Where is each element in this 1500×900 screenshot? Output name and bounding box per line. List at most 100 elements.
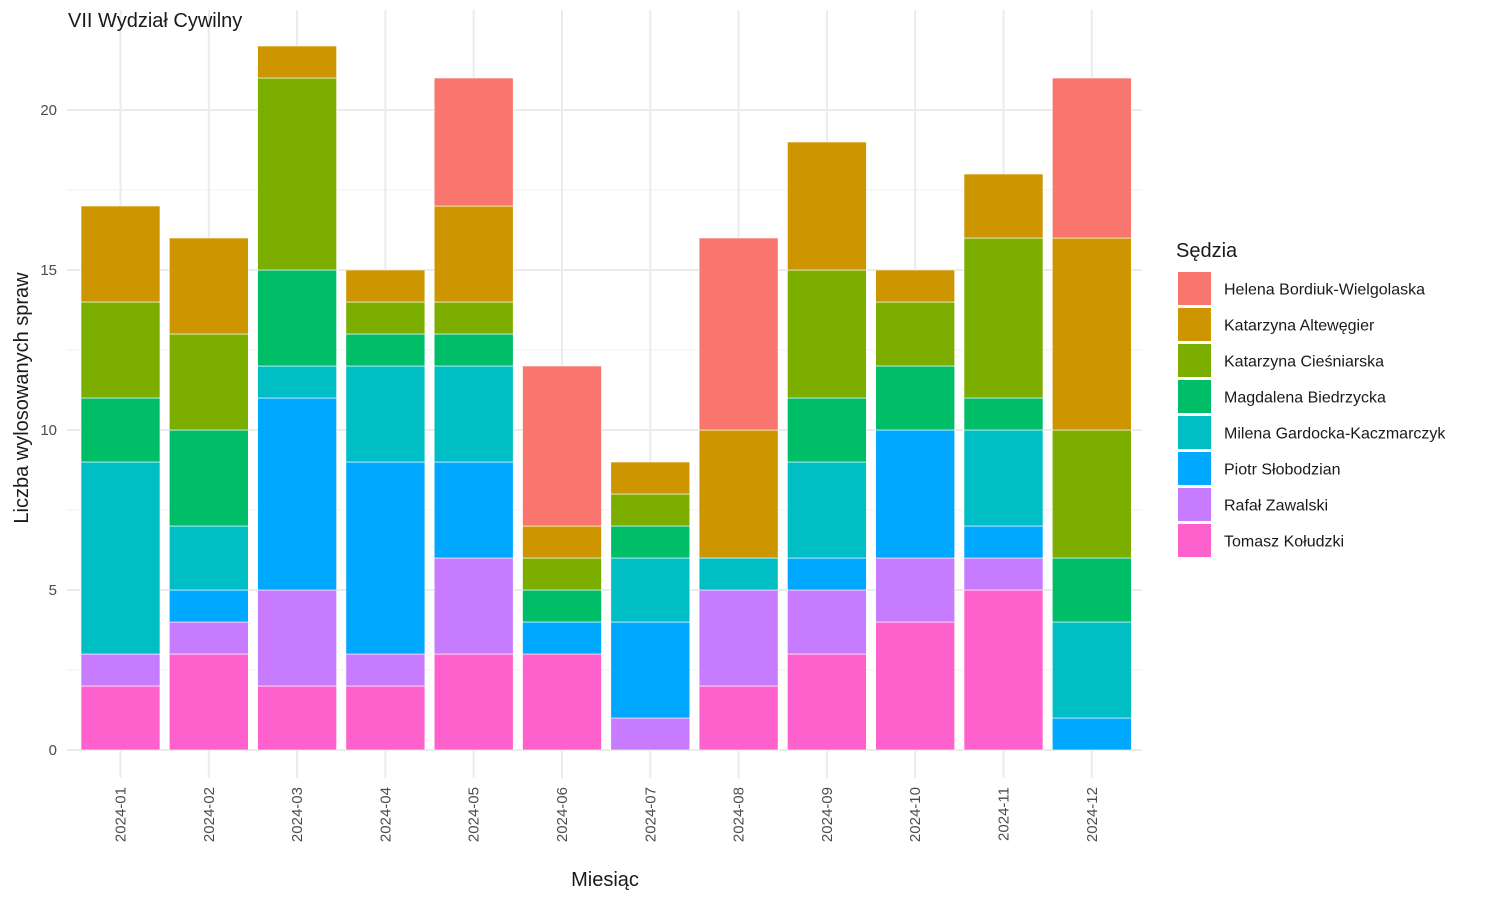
bar-segment bbox=[787, 557, 867, 591]
legend-label: Helena Bordiuk-Wielgolaska bbox=[1224, 282, 1425, 299]
bar-segment bbox=[80, 653, 161, 687]
bar-segment bbox=[698, 429, 779, 559]
bar-segment bbox=[257, 589, 337, 687]
x-tick-label: 2024-04 bbox=[377, 787, 394, 842]
bar-segment bbox=[433, 365, 514, 463]
bar-segment bbox=[610, 461, 691, 495]
bar-segment bbox=[875, 301, 956, 367]
bar-segment bbox=[963, 557, 1044, 591]
bar-segment bbox=[610, 621, 691, 719]
y-tick-label: 15 bbox=[40, 262, 57, 279]
bar-segment bbox=[963, 429, 1044, 527]
bar-segment bbox=[698, 237, 779, 431]
bar-segment bbox=[1052, 557, 1132, 623]
bar-segment bbox=[257, 45, 337, 79]
bar-segment bbox=[169, 589, 249, 623]
y-tick-label: 5 bbox=[49, 582, 57, 599]
bar-segment bbox=[787, 269, 867, 399]
bar-segment bbox=[787, 589, 867, 655]
bar-segment bbox=[169, 653, 249, 751]
x-tick-label: 2024-05 bbox=[466, 787, 483, 842]
bar-segment bbox=[522, 365, 602, 527]
x-tick-label: 2024-03 bbox=[289, 787, 306, 842]
bar-segment bbox=[1052, 77, 1132, 239]
bar-segment bbox=[963, 589, 1044, 751]
bar-segment bbox=[963, 237, 1044, 399]
bar-segment bbox=[257, 269, 337, 367]
x-tick-label: 2024-06 bbox=[554, 787, 571, 842]
bar-segment bbox=[522, 525, 602, 559]
x-tick-label: 2024-11 bbox=[996, 787, 1013, 841]
x-tick-label: 2024-07 bbox=[642, 787, 659, 842]
bar-segment bbox=[345, 685, 426, 751]
bar-segment bbox=[610, 525, 691, 559]
bar-segment bbox=[433, 461, 514, 559]
legend-label: Katarzyna Altewęgier bbox=[1224, 318, 1375, 335]
legend-label: Katarzyna Cieśniarska bbox=[1224, 354, 1384, 371]
y-tick-label: 10 bbox=[40, 422, 57, 439]
bar-segment bbox=[433, 205, 514, 303]
bar-segment bbox=[875, 365, 956, 431]
bar-segment bbox=[345, 269, 426, 303]
bar-segment bbox=[610, 717, 691, 751]
bar-segment bbox=[522, 557, 602, 591]
bar-segment bbox=[875, 269, 956, 303]
bar-segment bbox=[875, 557, 956, 623]
legend-label: Piotr Słobodzian bbox=[1224, 462, 1341, 479]
bar-segment bbox=[963, 397, 1044, 431]
x-axis-title: Miesiąc bbox=[571, 869, 639, 891]
x-tick-label: 2024-01 bbox=[113, 787, 130, 842]
bar-segment bbox=[169, 237, 249, 335]
bar-segment bbox=[169, 333, 249, 431]
bar-segment bbox=[433, 301, 514, 335]
y-axis-title: Liczba wylosowanych spraw bbox=[11, 272, 33, 524]
bar-segment bbox=[169, 429, 249, 527]
bar-segment bbox=[80, 301, 161, 399]
legend-key bbox=[1178, 380, 1211, 413]
bar-segment bbox=[1052, 717, 1132, 751]
bar-segment bbox=[698, 685, 779, 751]
bar-segment bbox=[698, 557, 779, 591]
bar-segment bbox=[257, 77, 337, 271]
x-tick-label: 2024-10 bbox=[907, 787, 924, 842]
bar-segment bbox=[522, 621, 602, 655]
bar-segment bbox=[433, 653, 514, 751]
x-tick-label: 2024-02 bbox=[201, 787, 218, 842]
bar-segment bbox=[345, 461, 426, 655]
legend-key bbox=[1178, 524, 1211, 557]
bar-segment bbox=[787, 141, 867, 271]
legend-label: Rafał Zawalski bbox=[1224, 498, 1328, 515]
bar-segment bbox=[169, 525, 249, 591]
bar-segment bbox=[1052, 237, 1132, 431]
bar-segment bbox=[80, 685, 161, 751]
bar-segment bbox=[345, 653, 426, 687]
legend-key bbox=[1178, 416, 1211, 449]
bar-segment bbox=[875, 621, 956, 751]
x-tick-label: 2024-09 bbox=[819, 787, 836, 842]
bar-segment bbox=[1052, 621, 1132, 719]
bar-segment bbox=[698, 589, 779, 687]
y-tick-label: 20 bbox=[40, 102, 57, 119]
legend-label: Milena Gardocka-Kaczmarczyk bbox=[1224, 426, 1446, 443]
legend-key bbox=[1178, 308, 1211, 341]
legend-key bbox=[1178, 272, 1211, 305]
bar-segment bbox=[345, 301, 426, 335]
legend-title: Sędzia bbox=[1176, 240, 1238, 262]
bar-segment bbox=[787, 653, 867, 751]
bar-segment bbox=[522, 589, 602, 623]
x-axis-ticks: 2024-01 2024-02 2024-03 2024-04 2024-05 2024-… bbox=[113, 787, 1101, 842]
x-tick-label: 2024-08 bbox=[731, 787, 748, 842]
legend-key bbox=[1178, 344, 1211, 377]
legend-label: Tomasz Kołudzki bbox=[1224, 534, 1344, 551]
bar-segment bbox=[433, 77, 514, 207]
bar-segment bbox=[787, 397, 867, 463]
bar-segment bbox=[345, 365, 426, 463]
bar-segment bbox=[610, 557, 691, 623]
bar-segment bbox=[875, 429, 956, 559]
bars bbox=[80, 45, 1132, 751]
legend-key bbox=[1178, 452, 1211, 485]
chart-title: VII Wydział Cywilny bbox=[68, 10, 242, 32]
legend: Sędzia Helena Bordiuk-Wielgolaska Katarzy… bbox=[1176, 240, 1446, 557]
bar-segment bbox=[610, 493, 691, 527]
